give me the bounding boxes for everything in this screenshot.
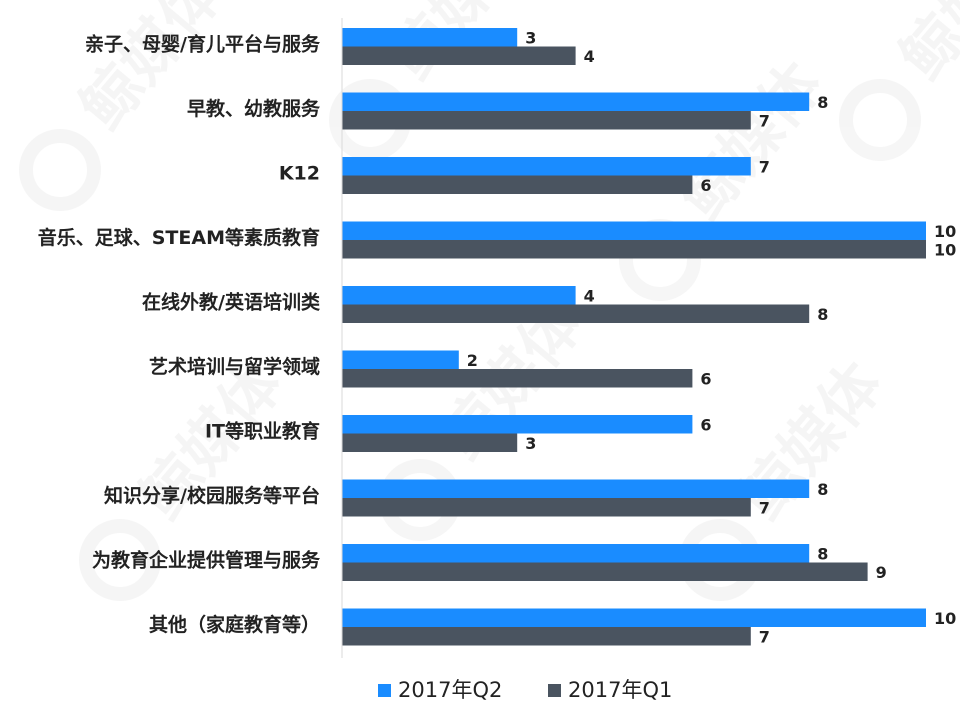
bars-layer bbox=[342, 28, 926, 646]
bar-q1 bbox=[342, 369, 693, 388]
bar-q2 bbox=[342, 92, 810, 111]
legend: 2017年Q2 2017年Q1 bbox=[378, 678, 672, 702]
bar-q1 bbox=[342, 433, 518, 452]
data-label: 9 bbox=[876, 563, 887, 582]
data-label: 3 bbox=[525, 434, 536, 453]
data-label: 7 bbox=[759, 498, 770, 517]
watermark-ring bbox=[839, 79, 921, 161]
bar-q1 bbox=[342, 498, 751, 517]
labels-layer: 亲子、母婴/育儿平台与服务 3 4 早教、幼教服务 8 7 K12 7 6 音乐、足球、STEAM… bbox=[38, 28, 957, 646]
category-label: 音乐、足球、STEAM等素质教育 bbox=[38, 226, 320, 249]
category-label: 在线外教/英语培训类 bbox=[142, 291, 320, 314]
bar-q1 bbox=[342, 627, 751, 646]
watermark-logo-6: 鲸媒体 bbox=[839, 0, 960, 161]
data-label: 7 bbox=[759, 157, 770, 176]
bar-q2 bbox=[342, 28, 518, 47]
category-label: 早教、幼教服务 bbox=[187, 97, 321, 120]
bar-q1 bbox=[342, 46, 576, 65]
bar-q2 bbox=[342, 221, 926, 240]
data-label: 4 bbox=[584, 286, 595, 305]
legend-swatch-q2 bbox=[378, 684, 391, 697]
legend-label-q2: 2017年Q2 bbox=[398, 678, 502, 702]
data-label: 6 bbox=[700, 415, 711, 434]
watermark-text: 鲸媒体 bbox=[887, 0, 960, 93]
data-label: 2 bbox=[467, 351, 478, 370]
legend-label-q1: 2017年Q1 bbox=[568, 678, 672, 702]
data-label: 7 bbox=[759, 627, 770, 646]
watermark-logo-1: 鲸媒体 bbox=[329, 0, 546, 161]
data-label: 4 bbox=[584, 47, 595, 66]
legend-swatch-q1 bbox=[548, 684, 561, 697]
category-label: IT等职业教育 bbox=[205, 420, 320, 443]
bar-q1 bbox=[342, 111, 751, 130]
data-label: 6 bbox=[700, 176, 711, 195]
category-label: 为教育企业提供管理与服务 bbox=[92, 549, 321, 572]
bar-q2 bbox=[342, 479, 810, 498]
watermark-text: 鲸媒体 bbox=[67, 0, 236, 143]
bar-q2 bbox=[342, 608, 926, 627]
watermark-ring bbox=[379, 459, 461, 541]
category-label: 其他（家庭教育等） bbox=[149, 613, 320, 636]
bar-q1 bbox=[342, 240, 926, 259]
watermark-ring bbox=[79, 519, 161, 601]
watermark-text: 鲸媒体 bbox=[727, 350, 896, 533]
data-label: 7 bbox=[759, 111, 770, 130]
bar-q2 bbox=[342, 286, 576, 305]
data-label: 8 bbox=[817, 544, 828, 563]
bar-q2 bbox=[342, 350, 459, 369]
data-label: 10 bbox=[934, 240, 956, 259]
watermark-ring bbox=[679, 519, 761, 601]
category-label: 知识分享/校园服务等平台 bbox=[104, 484, 320, 507]
category-label: 亲子、母婴/育儿平台与服务 bbox=[85, 33, 321, 56]
data-label: 10 bbox=[934, 222, 956, 241]
bar-q2 bbox=[342, 544, 810, 563]
watermark-text: 鲸媒体 bbox=[667, 50, 836, 233]
bar-q2 bbox=[342, 415, 693, 434]
data-label: 8 bbox=[817, 93, 828, 112]
data-label: 8 bbox=[817, 480, 828, 499]
bar-q1 bbox=[342, 175, 693, 194]
bar-q1 bbox=[342, 562, 868, 581]
watermark-ring bbox=[19, 129, 101, 211]
category-label: K12 bbox=[279, 163, 320, 185]
data-label: 3 bbox=[525, 28, 536, 47]
data-label: 6 bbox=[700, 369, 711, 388]
bar-q2 bbox=[342, 157, 751, 176]
bar-q1 bbox=[342, 304, 810, 323]
data-label: 10 bbox=[934, 609, 956, 628]
data-label: 8 bbox=[817, 305, 828, 324]
category-label: 艺术培训与留学领域 bbox=[149, 355, 320, 378]
